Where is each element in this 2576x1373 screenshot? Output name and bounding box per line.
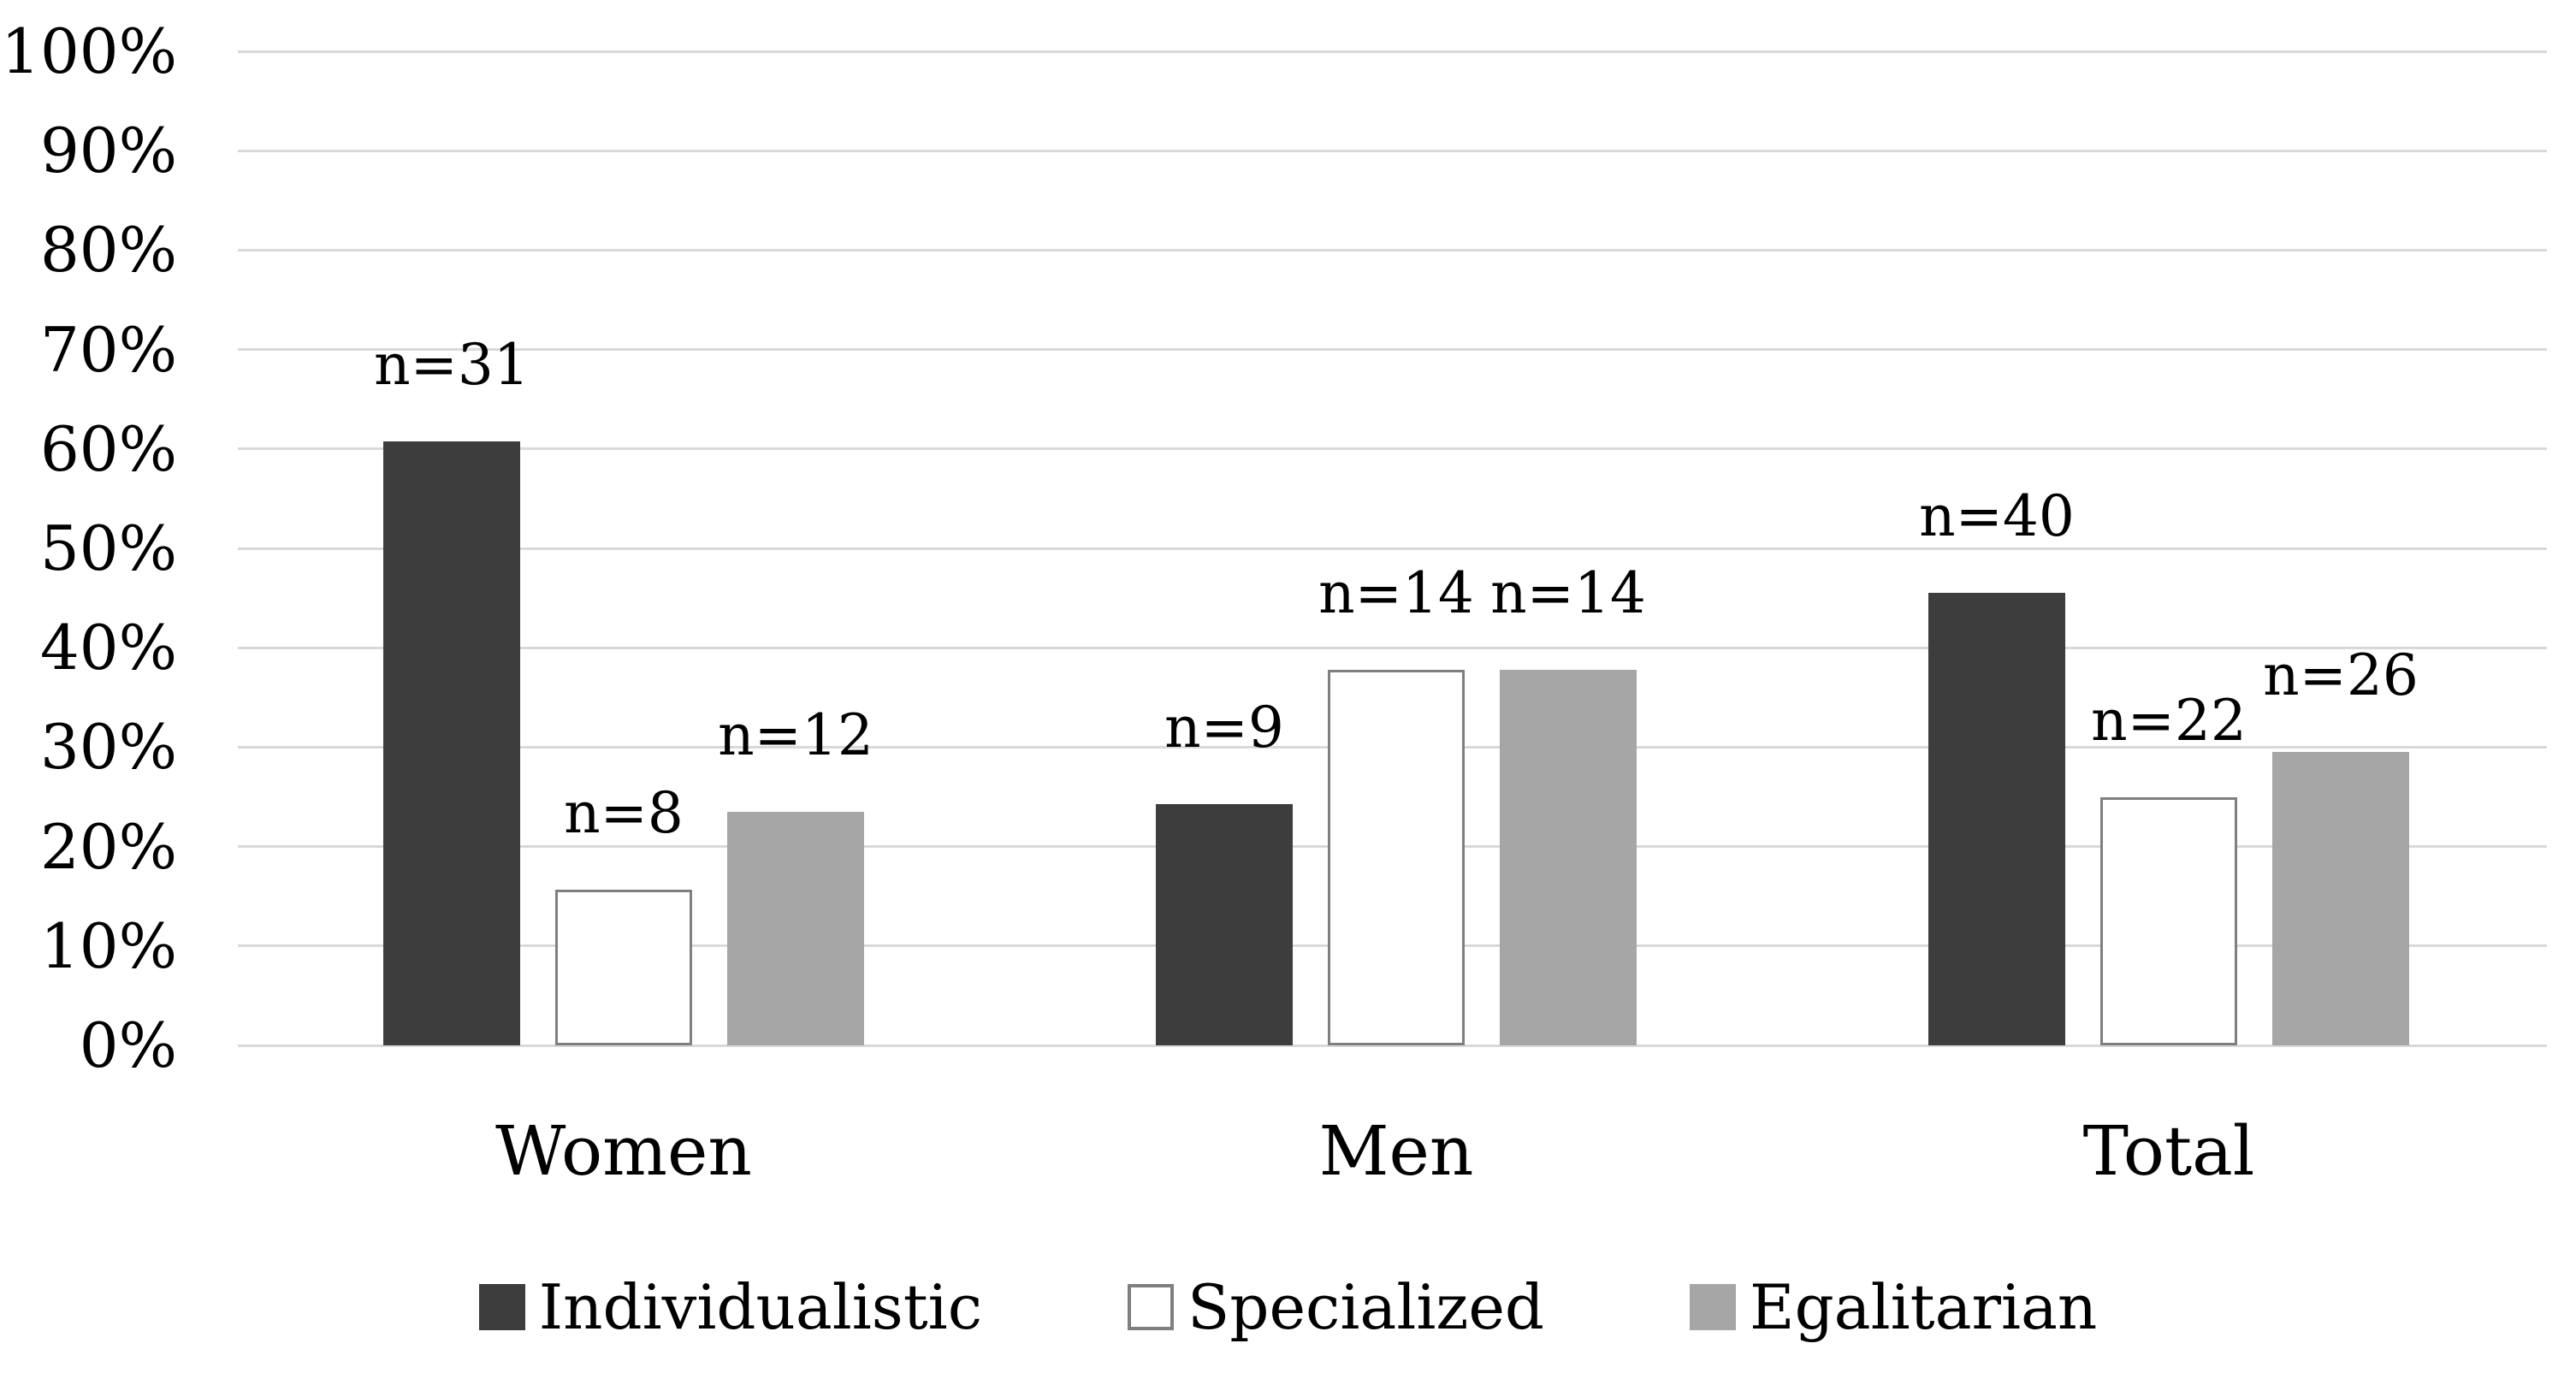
legend-label-specialized: Specialized [1187,1271,1545,1343]
bar-count-label: n=9 [1164,694,1284,760]
y-axis-tick-label: 30% [39,711,177,784]
legend-swatch-egalitarian [1690,1284,1737,1330]
bar-egalitarian-total [2272,752,2409,1045]
category-label-men: Men [1318,1111,1474,1191]
y-axis-tick-label: 60% [39,412,177,485]
category-label-total: Total [2082,1111,2255,1191]
bar-individualistic-total [1928,593,2065,1045]
bar-individualistic-women [383,441,520,1045]
bar-count-label: n=14 [1490,559,1646,626]
bar-egalitarian-women [727,811,864,1045]
gridline [238,1044,2547,1047]
legend-swatch-individualistic [478,1284,525,1330]
gridline [238,248,2547,252]
legend-swatch-specialized [1128,1284,1175,1330]
gridline [238,447,2547,451]
bar-count-label: n=31 [374,331,530,398]
bar-specialized-women [555,889,692,1045]
y-axis-tick-label: 20% [39,810,177,883]
bar-count-label: n=40 [1919,483,2075,550]
legend-label-individualistic: Individualistic [538,1271,983,1343]
gridline [238,50,2547,53]
y-axis-tick-label: 10% [39,909,177,982]
bar-specialized-total [2100,796,2237,1045]
y-axis-tick-label: 90% [39,115,177,187]
bar-count-label: n=26 [2263,642,2419,709]
bar-count-label: n=12 [718,701,873,768]
bar-egalitarian-men [1500,669,1637,1045]
legend-item-specialized: Specialized [1128,1266,1544,1348]
legend-item-egalitarian: Egalitarian [1690,1266,2097,1348]
gridline [238,646,2547,649]
legend-label-egalitarian: Egalitarian [1750,1271,2098,1343]
bar-specialized-men [1328,669,1465,1045]
gridline [238,547,2547,550]
y-axis-tick-label: 40% [39,612,177,684]
legend-item-individualistic: Individualistic [478,1266,983,1348]
bar-count-label: n=14 [1318,559,1474,626]
bar-count-label: n=8 [564,779,684,846]
y-axis-tick-label: 50% [39,512,177,584]
category-label-women: Women [495,1111,752,1191]
bar-individualistic-men [1156,803,1293,1045]
y-axis-tick-label: 100% [1,15,177,87]
legend: Individualistic Specialized Egalitarian [0,1264,2576,1350]
y-axis-tick-label: 80% [39,214,177,287]
bar-count-label: n=22 [2091,687,2247,754]
y-axis-tick-label: 70% [39,313,177,386]
gridline [238,149,2547,152]
gridline [238,348,2547,352]
y-axis-tick-label: 0% [79,1009,177,1081]
